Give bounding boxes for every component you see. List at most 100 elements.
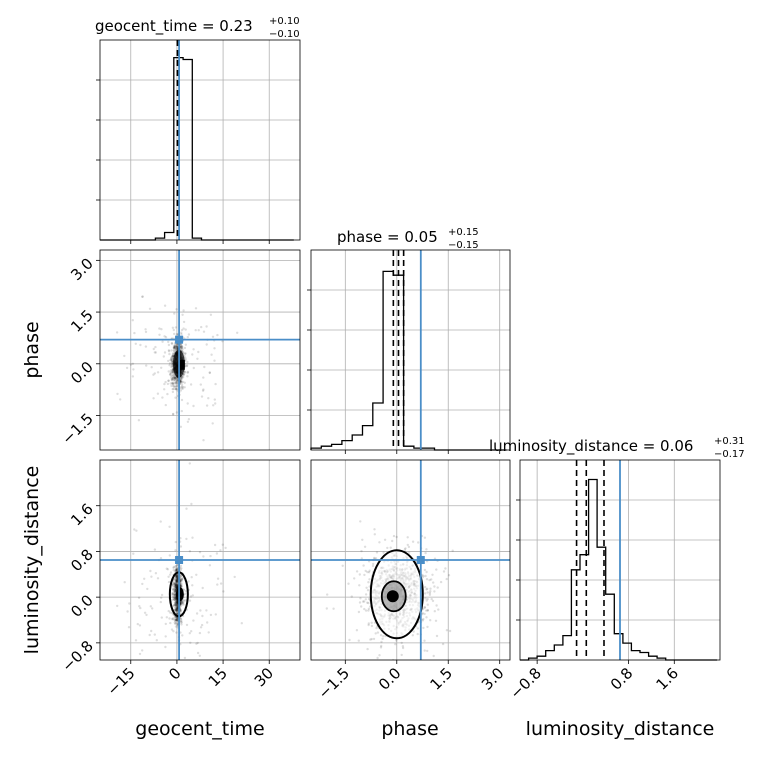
hist-panel-geocent-time [100,40,300,240]
sample-point [175,581,178,585]
sample-point [179,579,182,582]
sample-point [175,345,179,349]
sample-point [174,549,177,552]
sample-point [435,604,438,607]
sample-point [209,554,212,558]
sample-point [180,398,184,402]
sample-point [185,537,188,541]
sample-point [201,389,205,392]
sample-point [192,404,195,408]
sample-point [198,654,201,657]
sample-point [172,597,175,600]
sample-point [180,623,183,626]
sample-point [173,590,176,593]
sample-point [143,475,145,477]
sample-point [159,600,162,604]
sample-point [174,326,178,329]
sample-point [202,330,206,333]
scatter-panel-geocent-time-vs-phase-frame [99,249,301,451]
sample-point [188,462,191,465]
sample-point [167,580,171,584]
sample-point [428,593,432,596]
sample-point [173,601,177,604]
sample-point [367,581,370,584]
sample-point [422,617,425,621]
sample-point [186,335,189,339]
sample-point [175,568,178,572]
sample-point [175,333,179,336]
sample-point [425,609,428,612]
sample-point [180,344,183,347]
sample-point [171,378,174,381]
sample-point [200,623,204,627]
sample-point [144,330,148,334]
sample-point [195,642,198,645]
sample-point [169,573,172,576]
sample-point [357,639,360,642]
sample-point [172,379,176,382]
sample-point [171,595,175,599]
sample-point [175,609,178,613]
sample-point [174,575,178,579]
sample-point [180,380,183,383]
sample-point [363,607,366,611]
sample-point [175,575,179,578]
sample-point [185,364,188,368]
sample-point [325,607,328,610]
sample-point [191,353,194,356]
sample-point [208,371,211,374]
sample-point [422,626,425,630]
sample-point [180,579,183,582]
sample-point [210,353,213,356]
sample-point [155,639,158,642]
xlabel-luminosity-distance: luminosity_distance [526,718,715,740]
sample-point [173,312,176,315]
sample-point [173,594,176,597]
sample-point [186,402,189,405]
sample-point [213,398,216,401]
sample-point [116,604,119,608]
sample-point [174,569,178,572]
sample-point [190,576,193,579]
sample-point [176,584,179,587]
sample-point [213,347,216,350]
sample-point [174,347,178,350]
sample-point [184,598,187,602]
sample-point [180,377,183,380]
sample-point [175,609,178,612]
sample-point [175,608,178,611]
sample-point [186,371,189,374]
sample-point [192,366,195,370]
sample-point [176,568,179,571]
sample-point [180,379,183,382]
sample-point [190,630,193,633]
sample-point [447,574,451,577]
sample-point [175,576,179,579]
sample-point [362,564,365,567]
sample-point [404,547,407,550]
sample-point [209,613,213,617]
sample-point [166,392,169,396]
sample-point [173,618,177,621]
sample-point [174,583,178,587]
sample-point [180,381,183,384]
sample-point [173,588,176,591]
sample-point [369,638,372,641]
sample-point [364,609,368,612]
sample-point [201,614,204,618]
sample-point [179,568,182,572]
sample-point [172,353,175,356]
sample-point [425,548,428,551]
sample-point [168,352,171,356]
sample-point [152,397,155,400]
sample-point [169,358,172,362]
sample-point [145,364,148,367]
sample-point [167,343,171,347]
sample-point [175,583,178,586]
sample-point [198,631,202,635]
sample-point [358,601,362,604]
sample-point [174,584,178,587]
sample-point [173,593,176,596]
sample-point [174,587,177,590]
sample-point [426,603,429,606]
